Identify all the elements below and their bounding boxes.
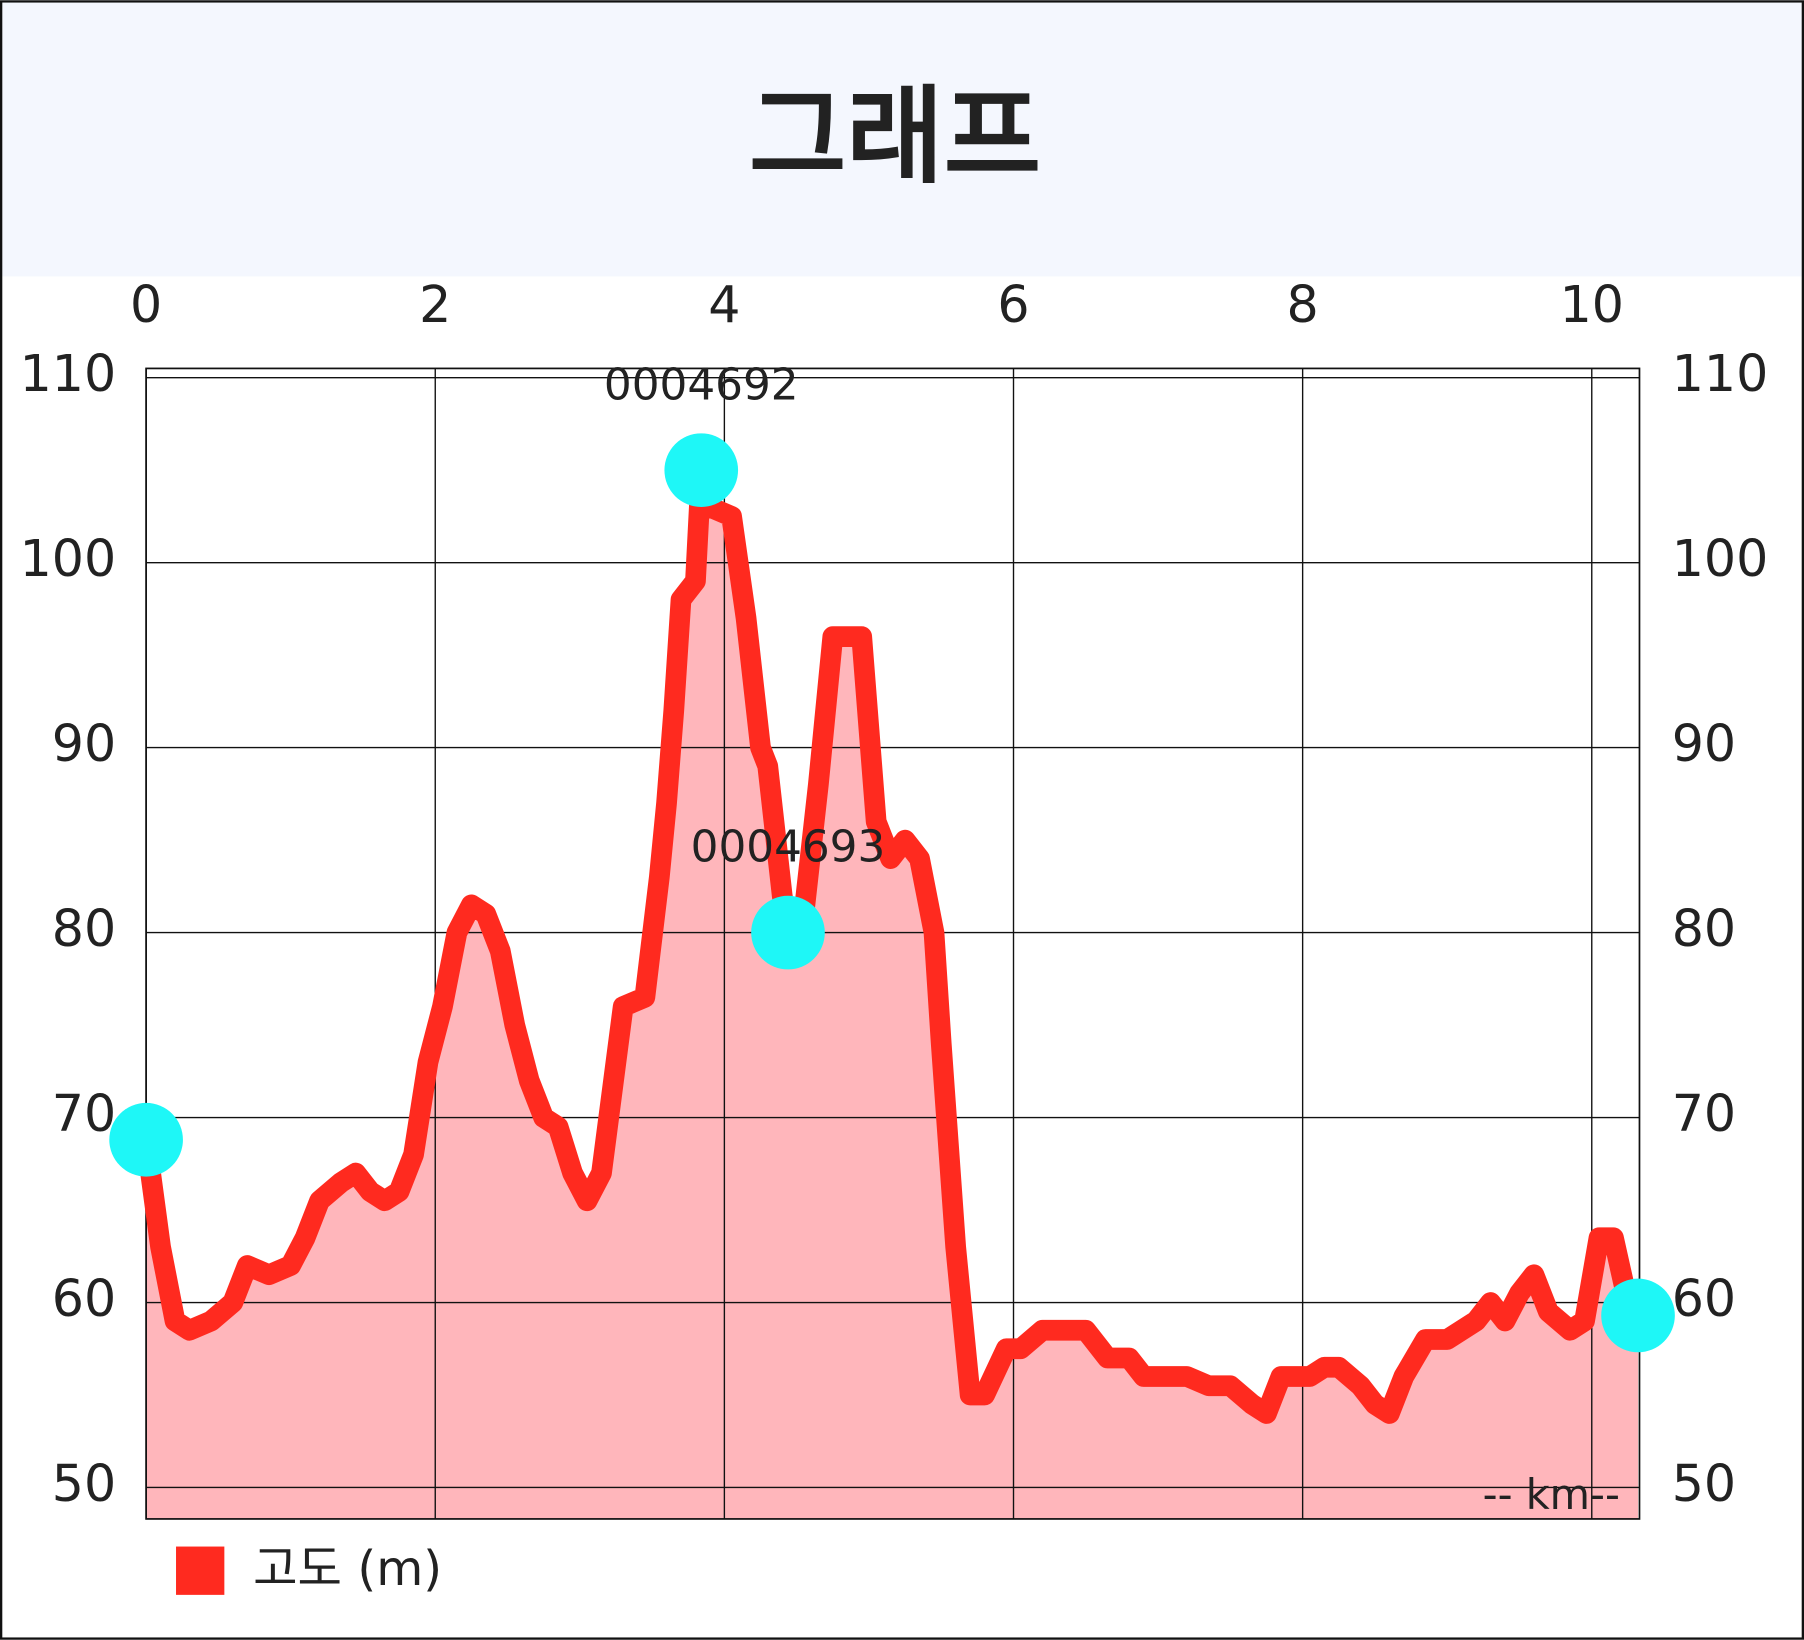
x-tick-label: 6	[997, 275, 1029, 334]
x-tick-label: 10	[1560, 275, 1624, 334]
marker	[109, 1102, 183, 1177]
header	[0, 0, 1804, 277]
y-tick-label: 80	[52, 899, 116, 958]
x-axis-label: -- km--	[1483, 1471, 1620, 1519]
y2-tick-label: 60	[1672, 1269, 1736, 1328]
area	[146, 470, 1639, 1519]
y2-tick-label: 110	[1672, 344, 1769, 403]
y-tick-label: 60	[52, 1269, 116, 1328]
marker	[751, 895, 825, 970]
y2-tick-label: 80	[1672, 899, 1736, 958]
plot-border	[145, 367, 1641, 1520]
y-tick-label: 90	[52, 714, 116, 773]
chart-title: 그래프	[749, 75, 1041, 198]
marker-label: 0004693	[691, 822, 886, 873]
y2-tick-label: 50	[1672, 1454, 1736, 1513]
marker-label: 0004692	[604, 359, 799, 410]
x-tick-label: 0	[130, 275, 162, 334]
legend-label: 고도 (m)	[253, 1541, 442, 1597]
y2-tick-label: 70	[1672, 1084, 1736, 1143]
y2-tick-label: 100	[1672, 529, 1769, 588]
line	[135, 459, 1649, 1424]
y-tick-label: 110	[20, 344, 117, 403]
y2-tick-label: 90	[1672, 714, 1736, 773]
y-tick-label: 100	[20, 529, 117, 588]
x-tick-label: 2	[419, 275, 451, 334]
x-tick-label: 8	[1287, 275, 1319, 334]
y-tick-label: 70	[52, 1084, 116, 1143]
y-tick-label: 50	[52, 1454, 116, 1513]
legend-swatch	[176, 1546, 225, 1595]
marker	[664, 433, 739, 507]
x-tick-label: 4	[708, 275, 740, 334]
marker	[1601, 1278, 1675, 1353]
